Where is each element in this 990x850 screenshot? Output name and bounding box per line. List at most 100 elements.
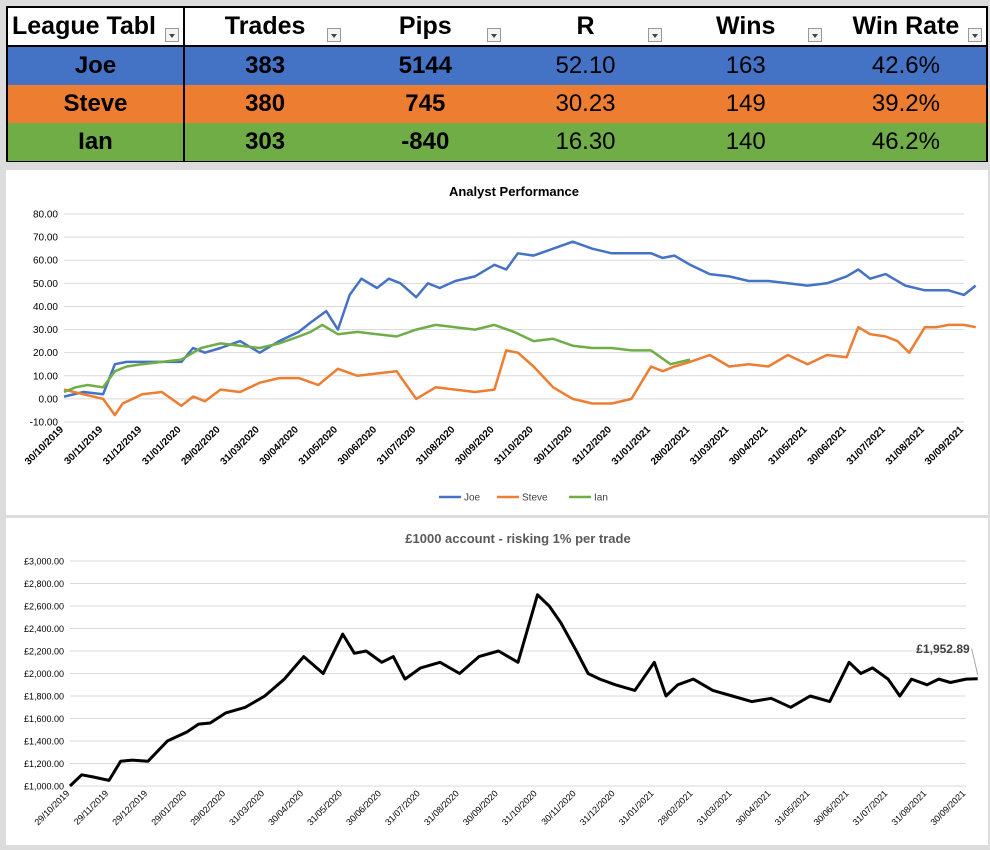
table-row-steve[interactable]: Steve 380 745 30.23 149 39.2% <box>8 85 986 123</box>
analyst-performance-chart[interactable]: Analyst Performance 80.00 70.00 60.00 50.00 4… <box>6 170 988 515</box>
filter-dropdown-icon[interactable] <box>327 28 342 42</box>
filter-dropdown-icon[interactable] <box>968 28 983 42</box>
header-win-rate: Win Rate <box>826 8 986 45</box>
header-label: Wins <box>715 12 776 40</box>
x-tick-label: 30/10/2019 <box>23 424 66 467</box>
x-tick-label: 28/02/2021 <box>656 788 695 827</box>
x-tick-label: 31/07/2020 <box>383 788 422 827</box>
account-balance-svg: £1000 account - risking 1% per trade £3,0… <box>24 531 979 827</box>
cell-win-rate[interactable]: 46.2% <box>871 128 940 155</box>
table-row-joe[interactable]: Joe 383 5144 52.10 163 42.6% <box>8 47 986 85</box>
x-tick-label: 31/01/2021 <box>617 788 656 827</box>
y-tick-label: £1,400.00 <box>24 737 64 747</box>
league-table: League Tabl Trades Pips R Wins Win Rate … <box>6 6 988 162</box>
x-tick-label: 30/09/2020 <box>461 788 500 827</box>
y-tick-label: 50.00 <box>33 279 58 290</box>
x-tick-label: 29/02/2020 <box>188 788 227 827</box>
x-tick-label: 29/11/2019 <box>72 788 110 826</box>
y-tick-label: 80.00 <box>33 210 58 221</box>
header-label: Trades <box>224 12 306 40</box>
y-tick-label: £1,000.00 <box>24 782 64 792</box>
cell-pips[interactable]: -840 <box>401 128 450 155</box>
data-label-leader-line <box>971 648 979 675</box>
x-tick-label: 31/05/2021 <box>766 424 809 467</box>
x-tick-label: 31/01/2021 <box>610 424 653 467</box>
x-tick-label: 31/10/2020 <box>500 788 539 827</box>
x-tick-label: 30/04/2021 <box>727 424 770 467</box>
header-label: Pips <box>398 12 452 40</box>
x-tick-label: 31/03/2021 <box>695 788 734 827</box>
table-row-ian[interactable]: Ian 303 -840 16.30 140 46.2% <box>8 123 986 161</box>
y-tick-label: 40.00 <box>33 302 58 313</box>
x-tick-label: 31/10/2020 <box>493 424 536 467</box>
cell-trades[interactable]: 380 <box>245 90 286 117</box>
table-header-row: League Tabl Trades Pips R Wins Win Rate <box>8 8 986 47</box>
header-label: Win Rate <box>852 12 960 40</box>
series-line-steve <box>63 323 976 417</box>
cell-win-rate[interactable]: 39.2% <box>871 90 940 117</box>
x-tick-label: 31/08/2021 <box>890 788 929 827</box>
x-tick-label: 30/11/2019 <box>62 424 105 467</box>
y-tick-label: £2,000.00 <box>24 669 64 679</box>
x-tick-label: 31/12/2019 <box>101 424 144 467</box>
x-tick-label: 31/08/2020 <box>422 788 461 827</box>
x-tick-label: 30/06/2021 <box>812 788 851 827</box>
header-r: R <box>505 8 665 45</box>
y-tick-label: 60.00 <box>33 256 58 267</box>
cell-name[interactable]: Ian <box>8 123 185 161</box>
cell-r[interactable]: 52.10 <box>555 52 616 79</box>
cell-wins[interactable]: 149 <box>725 90 766 117</box>
y-tick-label: 20.00 <box>33 348 58 359</box>
header-label: R <box>576 12 595 40</box>
x-tick-label: 30/06/2020 <box>336 424 379 467</box>
legend-label-ian: Ian <box>594 493 608 504</box>
y-tick-label: £2,800.00 <box>24 579 64 589</box>
header-league-table: League Tabl <box>8 8 185 45</box>
chart-title: £1000 account - risking 1% per trade <box>405 531 630 546</box>
x-tick-label: 30/06/2020 <box>344 788 383 827</box>
header-label: League Tabl <box>12 12 157 40</box>
cell-trades[interactable]: 383 <box>245 52 286 79</box>
x-tick-label: 30/06/2021 <box>806 424 849 467</box>
chart-title: Analyst Performance <box>449 184 579 199</box>
cell-pips[interactable]: 5144 <box>398 52 452 79</box>
x-tick-label: 31/08/2021 <box>884 424 927 467</box>
filter-dropdown-icon[interactable] <box>487 28 502 42</box>
x-tick-label: 29/01/2020 <box>149 788 188 827</box>
account-balance-chart[interactable]: £1000 account - risking 1% per trade £3,0… <box>6 518 988 845</box>
x-tick-label: 31/08/2020 <box>414 424 457 467</box>
x-tick-label: 31/07/2021 <box>851 788 890 827</box>
x-tick-label: 30/04/2020 <box>258 424 301 467</box>
x-tick-label: 31/03/2020 <box>219 424 262 467</box>
x-tick-label: 30/04/2020 <box>266 788 305 827</box>
x-tick-label: 31/05/2021 <box>773 788 812 827</box>
analyst-performance-svg: Analyst Performance 80.00 70.00 60.00 50.00 4… <box>23 184 977 504</box>
cell-pips[interactable]: 745 <box>405 90 446 117</box>
sort-filter-dropdown-icon[interactable] <box>647 28 662 42</box>
cell-win-rate[interactable]: 42.6% <box>871 52 940 79</box>
legend-label-joe: Joe <box>464 493 481 504</box>
x-tick-label: 31/05/2020 <box>297 424 340 467</box>
header-trades: Trades <box>185 8 345 45</box>
cell-wins[interactable]: 163 <box>725 52 766 79</box>
y-tick-label: £1,200.00 <box>24 759 64 769</box>
x-tick-label: 31/05/2020 <box>305 788 344 827</box>
filter-dropdown-icon[interactable] <box>807 28 822 42</box>
cell-name[interactable]: Joe <box>8 47 185 85</box>
x-tick-label: 29/12/2019 <box>110 788 149 827</box>
y-tick-label: £3,000.00 <box>24 557 64 567</box>
x-tick-label: 31/12/2020 <box>571 424 614 467</box>
x-tick-label: 30/11/2020 <box>539 788 577 826</box>
series-line-ian <box>63 323 691 394</box>
x-tick-label: 29/02/2020 <box>179 424 222 467</box>
y-tick-label: 10.00 <box>33 371 58 382</box>
filter-dropdown-icon[interactable] <box>165 28 179 42</box>
cell-name[interactable]: Steve <box>8 85 185 123</box>
cell-r[interactable]: 16.30 <box>555 128 616 155</box>
y-tick-label: £2,200.00 <box>24 647 64 657</box>
series-line-balance <box>68 593 978 788</box>
cell-wins[interactable]: 140 <box>725 128 766 155</box>
cell-trades[interactable]: 303 <box>245 128 286 155</box>
y-tick-label: £2,400.00 <box>24 624 64 634</box>
cell-r[interactable]: 30.23 <box>555 90 616 117</box>
